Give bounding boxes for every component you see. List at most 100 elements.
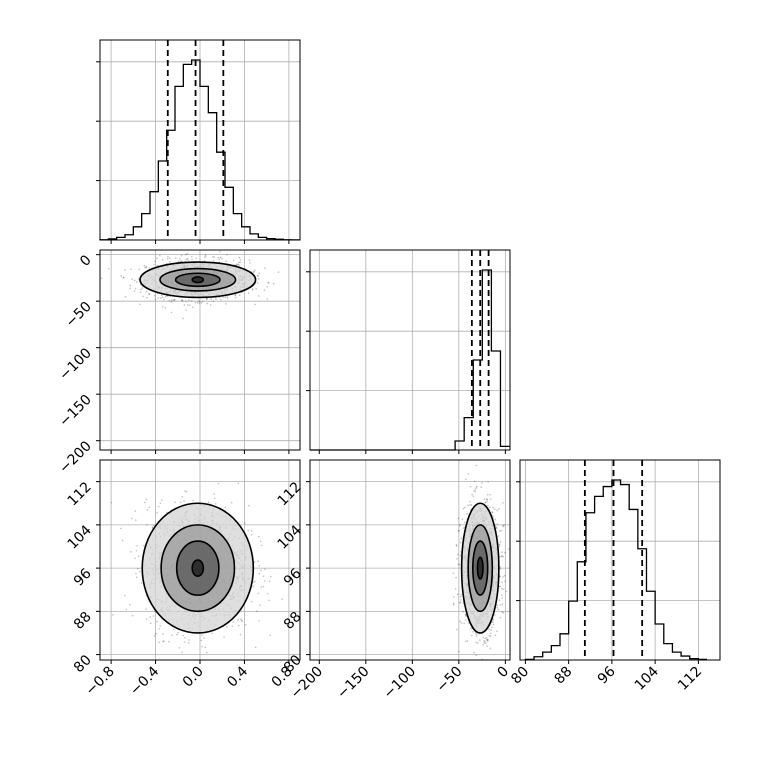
p3-vs-p1-point (145, 618, 148, 620)
p3-vs-p2-point (488, 635, 491, 637)
p3-vs-p1-point (178, 646, 181, 649)
p3-vs-p2-point (456, 557, 458, 560)
p2-vs-p1-point (201, 300, 204, 303)
p2-vs-p1-point (124, 295, 127, 298)
p3-vs-p2-point (504, 574, 506, 577)
p2-vs-p1-ytick-label-2: −100 (56, 345, 95, 384)
p3-vs-p2-point (473, 651, 475, 654)
p3-vs-p2-point (483, 498, 486, 500)
p3-vs-p2-point (462, 507, 465, 510)
p3-vs-p1-point (254, 646, 257, 649)
p3-vs-p1-point (250, 530, 253, 532)
p3-vs-p1-point (252, 585, 254, 588)
p3-vs-p2-point (501, 603, 504, 605)
p3-vs-p1-point (224, 506, 227, 509)
p3-vs-p1-point (188, 639, 190, 641)
p3-vs-p2-point (454, 588, 457, 590)
p3-vs-p2-point (496, 604, 499, 606)
p3-vs-p2-point (491, 626, 493, 629)
p2-vs-p1-point (220, 298, 222, 301)
p2-vs-p1-point (131, 278, 133, 281)
p3-vs-p2-point (494, 518, 496, 521)
p3-vs-p1-contour-3 (191, 559, 205, 578)
p2-vs-p1-point (156, 264, 159, 267)
p3-vs-p2-point (466, 640, 469, 642)
p3-vs-p2-point (459, 601, 461, 604)
p2-vs-p1-point (186, 257, 189, 260)
p3-vs-p2-point (521, 596, 523, 598)
p3-vs-p2-point (501, 551, 503, 553)
p3-vs-p1-point (266, 592, 269, 595)
p3-vs-p2-point (501, 597, 503, 599)
p2-vs-p1-point (257, 295, 260, 297)
p3-vs-p2-point (459, 541, 462, 544)
p3-vs-p1-point (206, 456, 208, 458)
hist-p3-xtick-label-1: 88 (552, 664, 576, 688)
p3-vs-p1-point (259, 540, 262, 542)
p3-vs-p2-point (457, 650, 460, 653)
p3-vs-p2-ytick-label-1: 88 (281, 609, 305, 633)
p3-vs-p2-point (465, 478, 467, 481)
p3-vs-p1-xtick-label-2: 0.0 (180, 664, 207, 691)
p3-vs-p2-point (487, 504, 489, 507)
p3-vs-p1-point (192, 499, 194, 502)
p2-vs-p1-point (173, 298, 176, 301)
p2-vs-p1-point (153, 263, 155, 266)
p3-vs-p1-point (145, 498, 148, 501)
p3-vs-p1-point (201, 634, 203, 637)
p3-vs-p1-point (201, 645, 203, 648)
p3-vs-p2-point (494, 508, 496, 510)
p3-vs-p1-point (241, 620, 243, 622)
p3-vs-p2-point (462, 527, 465, 529)
p3-vs-p1-point (146, 509, 149, 511)
p2-vs-p1-point (162, 298, 165, 301)
p2-vs-p1-point (263, 289, 266, 291)
p3-vs-p1-point (232, 621, 234, 623)
p3-vs-p1-point (262, 585, 265, 588)
p2-vs-p1-point (138, 268, 140, 271)
p3-vs-p2-point (496, 509, 499, 512)
p2-vs-p1-point (180, 299, 183, 301)
p3-vs-p1-point (205, 651, 208, 654)
p2-vs-p1-point (161, 258, 164, 261)
p3-vs-p1-point (211, 632, 213, 635)
p3-vs-p2-point (474, 488, 477, 490)
p3-vs-p1-point (187, 642, 190, 644)
p2-vs-p1-point (219, 250, 221, 253)
p3-vs-p1-point (156, 511, 158, 514)
p3-vs-p1-xtick-label-3: 0.4 (224, 663, 251, 690)
p3-vs-p1-point (148, 506, 150, 509)
p2-vs-p1-point (145, 290, 148, 293)
p3-vs-p1-point (172, 628, 175, 631)
p3-vs-p2-point (464, 614, 467, 617)
p3-vs-p2-point (489, 493, 492, 496)
p2-vs-p1-point (122, 276, 125, 279)
p3-vs-p1-point (244, 522, 246, 524)
p2-vs-p1-point (239, 259, 242, 261)
p2-vs-p1-point (237, 261, 240, 264)
p2-vs-p1-point (239, 261, 241, 264)
p3-vs-p2-point (502, 502, 504, 504)
p3-vs-p1-point (182, 634, 185, 637)
p3-vs-p1-point (161, 499, 163, 502)
p3-vs-p2-point (497, 608, 500, 611)
p3-vs-p2-point (457, 593, 459, 596)
p3-vs-p1-point (257, 560, 259, 562)
p2-vs-p1-point (159, 254, 161, 257)
p3-vs-p2-point (477, 642, 479, 644)
p2-vs-p1-point (253, 270, 255, 273)
p2-vs-p1-point (182, 317, 184, 320)
p2-vs-p1-point (238, 265, 241, 267)
p3-vs-p1-point (213, 497, 216, 500)
p3-vs-p2-point (482, 636, 485, 638)
p2-vs-p1-point (198, 302, 201, 304)
p3-vs-p2-point (490, 629, 492, 631)
p3-vs-p2-point (496, 523, 499, 526)
p3-vs-p2-point (483, 640, 485, 642)
p2-vs-p1-point (133, 279, 136, 282)
p3-vs-p2-point (492, 619, 494, 621)
p3-vs-p2-point (494, 614, 496, 616)
p3-vs-p1-point (258, 572, 261, 575)
p2-vs-p1-point (139, 303, 141, 306)
